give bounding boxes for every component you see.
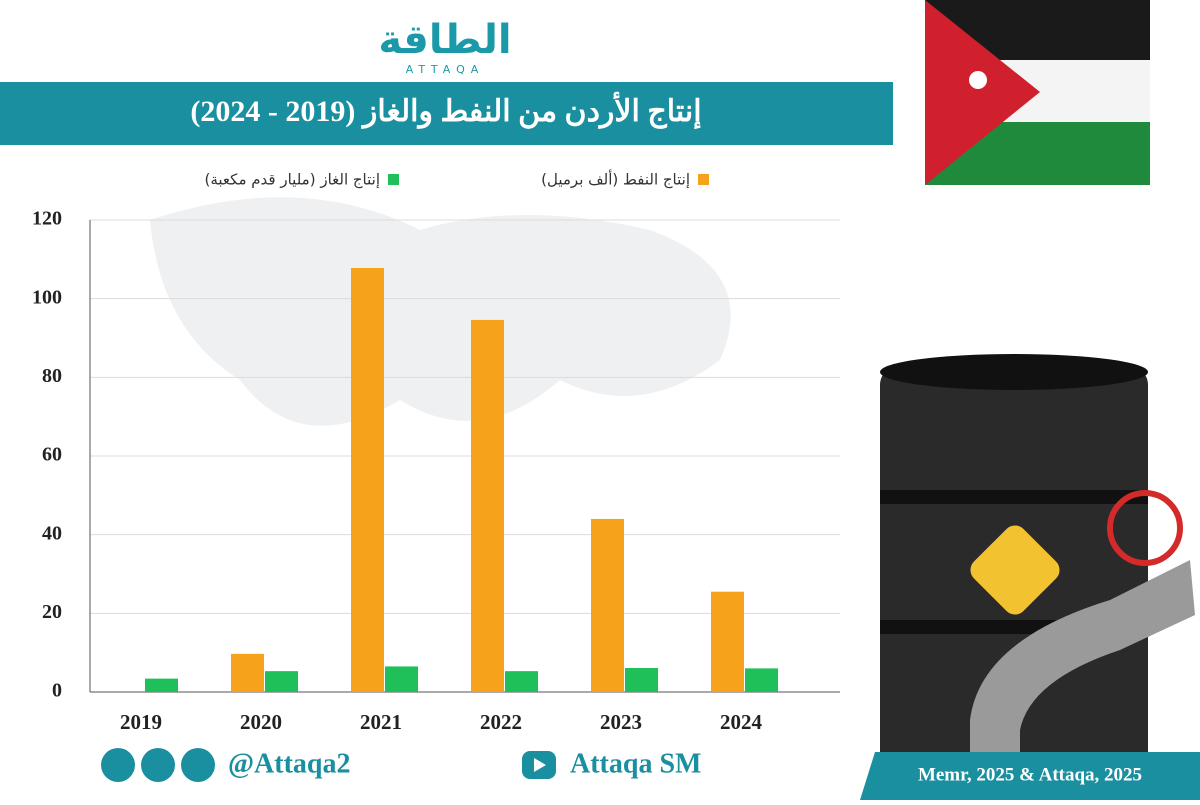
legend-label: إنتاج الغاز (مليار قدم مكعبة) xyxy=(205,171,380,190)
legend-label: إنتاج النفط (ألف برميل) xyxy=(541,170,690,190)
bar xyxy=(231,653,264,692)
bar xyxy=(711,591,744,692)
x-tick-label: 2024 xyxy=(720,710,763,734)
logo-latin: ATTAQA xyxy=(406,63,485,76)
bar xyxy=(625,668,658,692)
bar xyxy=(351,267,384,692)
source: Memr, 2025 & Attaqa, 2025 xyxy=(918,764,1142,785)
bar xyxy=(505,671,538,692)
y-tick-label: 120 xyxy=(32,208,62,230)
bar xyxy=(591,518,624,692)
y-tick-label: 40 xyxy=(42,522,62,544)
legend-swatch xyxy=(388,174,399,185)
bar xyxy=(265,671,298,692)
legend-swatch xyxy=(698,174,709,185)
x-tick-label: 2019 xyxy=(120,710,162,734)
barrel xyxy=(880,354,1195,800)
map-decoration xyxy=(150,197,731,426)
x-tick-label: 2023 xyxy=(600,710,642,734)
bar xyxy=(385,666,418,692)
plot: 0 20 40 60 80 100 120 إنتاج النفط (ألف برميل) إن… xyxy=(32,170,840,734)
flag xyxy=(925,0,1150,185)
title-banner xyxy=(0,82,893,145)
social-icons xyxy=(101,748,556,782)
y-tick-label: 80 xyxy=(42,365,62,387)
x-tick-label: 2020 xyxy=(240,710,282,734)
y-tick-label: 100 xyxy=(32,286,62,308)
source-box xyxy=(860,752,1200,800)
bar xyxy=(745,668,778,692)
x-tick-label: 2022 xyxy=(480,710,522,734)
y-tick-label: 0 xyxy=(52,680,62,702)
bar xyxy=(471,319,504,692)
y-tick-label: 20 xyxy=(42,601,62,623)
y-tick-label: 60 xyxy=(42,444,62,466)
social-handle: @Attaqa2 xyxy=(228,748,351,779)
logo: الطاقة xyxy=(378,17,511,63)
youtube-handle: Attaqa SM xyxy=(570,748,701,779)
bar xyxy=(145,678,178,692)
x-tick-label: 2021 xyxy=(360,710,402,734)
chart-title: إنتاج الأردن من النفط والغاز (2019 - 202… xyxy=(190,92,701,130)
